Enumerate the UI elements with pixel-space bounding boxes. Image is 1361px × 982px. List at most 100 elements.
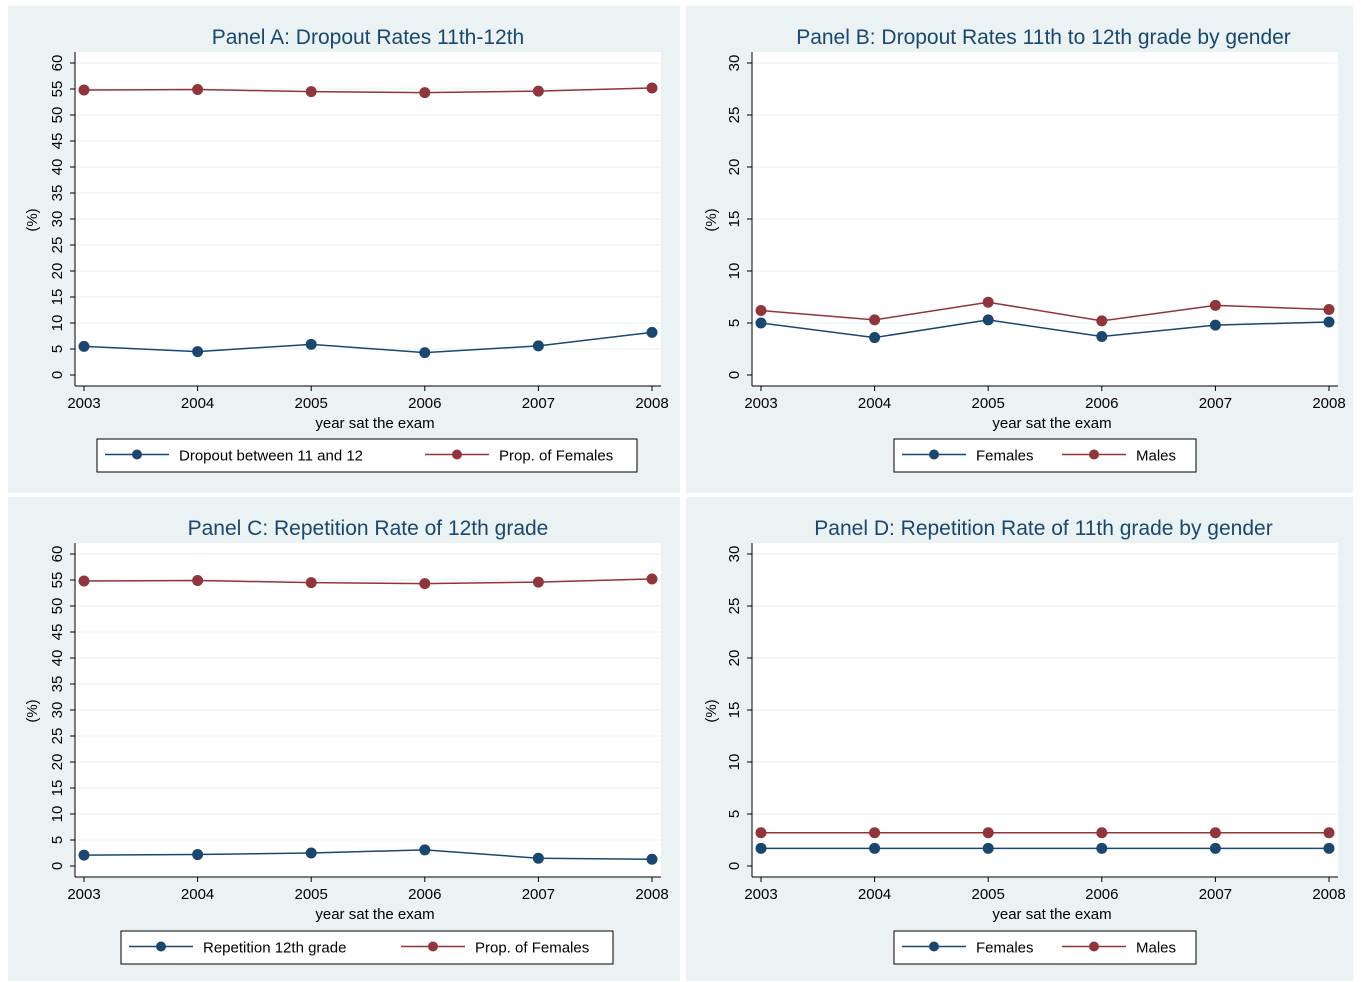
panel-a-y-tick-label: 55 bbox=[49, 81, 66, 98]
panel-b-legend-box bbox=[893, 438, 1197, 473]
panel-b-x-axis-title: year sat the exam bbox=[992, 415, 1111, 432]
panel-a-series-1-point bbox=[305, 338, 317, 350]
panel-c-legend: Repetition 12th grade Prop. of Females bbox=[120, 930, 614, 965]
panel-d-y-axis-title: (%) bbox=[703, 699, 720, 722]
panel-b-y-tick-label: 30 bbox=[726, 55, 743, 72]
panel-a-x-tick-label: 2006 bbox=[408, 395, 441, 412]
panel-c-series-2-point bbox=[192, 575, 204, 587]
panel-c-y-tick-label: 30 bbox=[49, 702, 66, 719]
panel-b-title: Panel B: Dropout Rates 11th to 12th grad… bbox=[796, 26, 1291, 49]
panel-b-x-tick-label: 2007 bbox=[1199, 395, 1232, 412]
panel-a-series-2-point bbox=[419, 87, 431, 99]
panel-b-series-2-point bbox=[982, 296, 994, 308]
panel-c-legend-label-2: Prop. of Females bbox=[475, 940, 589, 957]
panel-a: 0 5 10 15 20 25 30 35 40 45 50 55 60 2003 2004 2005 2006… bbox=[8, 6, 680, 493]
panel-d-y-tick-label: 25 bbox=[726, 598, 743, 615]
panel-b-series-2-point bbox=[869, 314, 881, 326]
panel-a-x-tick-label: 2005 bbox=[295, 395, 328, 412]
panel-a-y-tick-label: 0 bbox=[49, 371, 66, 379]
panel-c-series-1 bbox=[78, 844, 658, 865]
panel-c-y-tick-label: 50 bbox=[49, 598, 66, 615]
panel-b-y-tick-label: 20 bbox=[726, 159, 743, 176]
panel-d-series-2-point bbox=[982, 827, 994, 839]
panel-b-series-1-point bbox=[755, 317, 767, 329]
panel-c-y-tick-label: 25 bbox=[49, 728, 66, 745]
panel-b-series-2-point bbox=[1209, 299, 1221, 311]
panel-a-legend-marker-2 bbox=[452, 449, 462, 460]
panel-b-series-2-point bbox=[1323, 303, 1335, 315]
panel-b-legend-marker-1 bbox=[929, 449, 939, 460]
panel-d-series-1-point bbox=[755, 842, 767, 854]
panel-c-series-1-point bbox=[419, 844, 431, 856]
panel-d-title: Panel D: Repetition Rate of 11th grade b… bbox=[814, 517, 1272, 540]
panel-a-y-axis-title: (%) bbox=[24, 208, 41, 231]
panel-a-series-1-point bbox=[419, 347, 431, 359]
panel-b-y-axis-title: (%) bbox=[703, 208, 720, 231]
panel-c-x-axis-title: year sat the exam bbox=[315, 906, 434, 923]
panel-d-legend-marker-1 bbox=[929, 941, 939, 952]
panel-d-legend-label-1: Females bbox=[976, 940, 1034, 957]
panel-a-series-2-point bbox=[78, 84, 90, 96]
panel-c-x-tick-label: 2003 bbox=[67, 886, 100, 903]
panel-d-x-tick-label: 2007 bbox=[1199, 886, 1232, 903]
panel-c-y-tick-label: 0 bbox=[49, 862, 66, 870]
panel-b-y-tick-label: 5 bbox=[726, 319, 743, 327]
panel-c-y-tick-label: 10 bbox=[49, 806, 66, 823]
panel-a-series-1-line bbox=[83, 331, 653, 354]
panel-d-series-1-point bbox=[1209, 842, 1221, 854]
panel-d-series-1-point bbox=[869, 842, 881, 854]
panel-c-y-tick-label: 40 bbox=[49, 650, 66, 667]
panel-d-legend-label-2: Males bbox=[1136, 940, 1176, 957]
panel-a-x-tick-label: 2007 bbox=[522, 395, 555, 412]
panel-a-legend-marker-1 bbox=[132, 449, 142, 460]
panel-a-series-1-point bbox=[78, 340, 90, 352]
panel-a-title: Panel A: Dropout Rates 11th-12th bbox=[212, 26, 524, 49]
panel-c-x-tick-label: 2004 bbox=[181, 886, 214, 903]
panel-b-x-tick-label: 2008 bbox=[1312, 395, 1345, 412]
panel-d-x-tick-label: 2008 bbox=[1312, 886, 1345, 903]
panel-d-series-2-point bbox=[1096, 827, 1108, 839]
panel-a-series-1-point bbox=[192, 346, 204, 358]
panel-d-y-tick-label: 30 bbox=[726, 546, 743, 563]
panel-c-y-tick-label: 60 bbox=[49, 546, 66, 563]
panel-c: 0 5 10 15 20 25 30 35 40 45 50 55 60 2003 2004 2005 2006… bbox=[8, 497, 680, 981]
panel-a-x-axis-title: year sat the exam bbox=[315, 415, 434, 432]
panel-d-series-2-point bbox=[1323, 827, 1335, 839]
panel-d-series-1-point bbox=[1323, 842, 1335, 854]
panel-d-legend-marker-2 bbox=[1089, 941, 1099, 952]
panel-a-y-tick-label: 20 bbox=[49, 263, 66, 280]
panel-c-y-tick-label: 20 bbox=[49, 754, 66, 771]
panel-c-y-tick-label: 35 bbox=[49, 676, 66, 693]
panel-a-series-2-point bbox=[532, 85, 544, 97]
panel-b-y-tick-label: 0 bbox=[726, 371, 743, 379]
panel-a-legend-label-2: Prop. of Females bbox=[499, 448, 613, 465]
panel-b-y-tick-label: 25 bbox=[726, 107, 743, 124]
panel-a-y-tick-label: 10 bbox=[49, 315, 66, 332]
panel-c-y-tick-label: 5 bbox=[49, 836, 66, 844]
panel-c-series-1-point bbox=[78, 849, 90, 861]
panel-d-series-2 bbox=[755, 827, 1335, 839]
panel-c-legend-box bbox=[120, 930, 614, 965]
panel-a-series-2 bbox=[78, 82, 658, 99]
panel-c-series-2-line bbox=[83, 578, 653, 585]
panel-a-y-tick-label: 5 bbox=[49, 345, 66, 353]
panel-a-series-1-point bbox=[646, 326, 658, 338]
panel-b-series-1-point bbox=[982, 314, 994, 326]
panel-b-legend: Females Males bbox=[893, 438, 1197, 473]
panel-c-y-tick-label: 15 bbox=[49, 780, 66, 797]
panel-d-series-2-point bbox=[1209, 827, 1221, 839]
panel-a-series-1-point bbox=[532, 340, 544, 352]
panel-c-series-1-line bbox=[83, 849, 653, 860]
panel-a-y-tick-label: 60 bbox=[49, 55, 66, 72]
panel-c-series-2-point bbox=[532, 576, 544, 588]
panel-d-y-tick-label: 0 bbox=[726, 862, 743, 870]
panel-c-legend-marker-1 bbox=[156, 941, 166, 952]
panel-d-x-tick-label: 2005 bbox=[972, 886, 1005, 903]
panel-b-series-1-point bbox=[869, 332, 881, 344]
panel-c-title: Panel C: Repetition Rate of 12th grade bbox=[188, 517, 549, 540]
panel-b-series-1-point bbox=[1209, 319, 1221, 331]
panel-a-y-tick-label: 45 bbox=[49, 133, 66, 150]
panel-c-legend-label-1: Repetition 12th grade bbox=[203, 940, 346, 957]
panel-c-series-2 bbox=[78, 573, 658, 590]
panel-b-x-tick-label: 2004 bbox=[858, 395, 891, 412]
